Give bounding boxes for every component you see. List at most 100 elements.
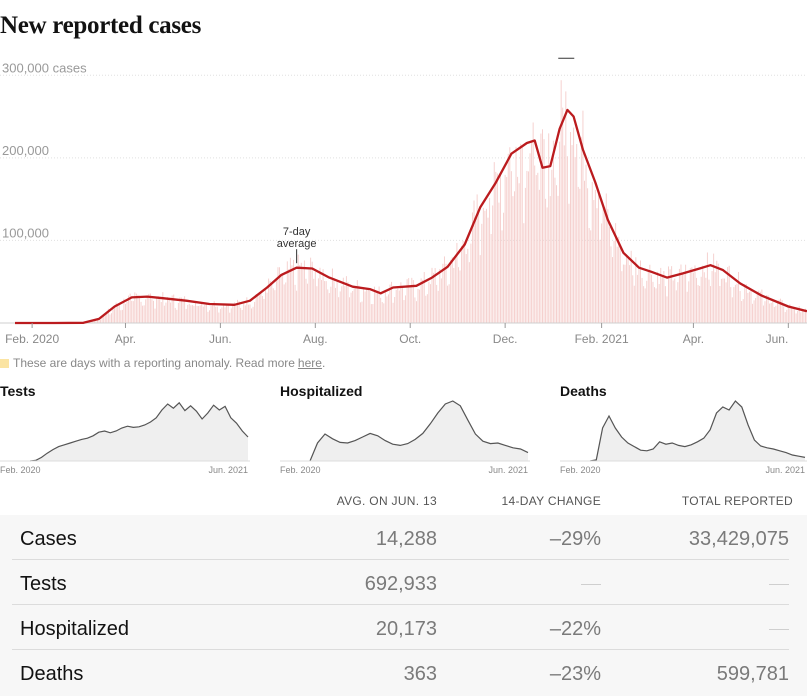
daily-bar <box>269 280 271 323</box>
daily-bar <box>445 263 447 323</box>
daily-bar <box>703 272 705 323</box>
daily-bar <box>333 278 335 323</box>
daily-bar <box>481 223 483 323</box>
daily-bar <box>720 278 722 323</box>
daily-bar <box>98 320 100 323</box>
daily-bar <box>725 282 727 323</box>
daily-bar <box>692 272 694 323</box>
daily-bar <box>685 264 687 323</box>
daily-bar <box>587 188 589 323</box>
daily-bar <box>389 284 391 323</box>
daily-bar <box>355 287 357 323</box>
daily-bar <box>527 171 529 323</box>
daily-bar <box>288 269 290 323</box>
daily-bar <box>543 139 545 323</box>
daily-bar <box>770 302 772 323</box>
daily-bar <box>471 212 473 323</box>
daily-bar <box>162 292 164 323</box>
row-total-empty <box>769 573 789 596</box>
row-change-empty <box>581 573 601 596</box>
daily-bar <box>268 278 270 323</box>
daily-bar <box>784 312 786 323</box>
daily-bar <box>736 283 738 323</box>
daily-bar <box>321 279 323 323</box>
daily-bar <box>461 245 463 323</box>
daily-bar <box>153 300 154 323</box>
daily-bar <box>417 289 419 323</box>
daily-bar <box>538 189 540 323</box>
daily-bar <box>775 305 777 323</box>
daily-bar <box>479 255 481 323</box>
daily-bar <box>549 196 551 323</box>
daily-bar <box>350 292 352 323</box>
daily-bar <box>487 217 489 323</box>
daily-bar <box>632 275 634 323</box>
daily-bar <box>691 267 693 323</box>
daily-bar <box>322 269 324 323</box>
daily-bar <box>759 291 761 323</box>
deaths-chart-title: Deaths <box>560 383 607 399</box>
daily-bar <box>475 218 477 323</box>
daily-bar <box>766 295 768 323</box>
daily-bar <box>713 253 715 323</box>
daily-bar <box>467 248 469 323</box>
daily-bar <box>624 264 626 323</box>
daily-bar <box>299 265 301 323</box>
daily-bar <box>694 265 696 323</box>
daily-bar <box>744 283 746 323</box>
daily-bar <box>415 301 417 323</box>
daily-bar <box>616 246 618 323</box>
daily-bar <box>783 306 785 323</box>
daily-bar <box>212 305 214 323</box>
mini-area <box>590 401 805 461</box>
daily-bar <box>636 274 638 323</box>
daily-bar <box>529 153 531 323</box>
daily-bar <box>598 193 599 323</box>
daily-bar <box>633 285 635 323</box>
daily-bar <box>423 272 425 323</box>
row-name: Hospitalized <box>20 618 129 640</box>
daily-bar <box>573 127 575 324</box>
y-tick-label: 100,000 <box>2 225 49 240</box>
daily-bar <box>361 301 363 323</box>
table-row-deaths: Deaths 363 –23% 599,781 <box>0 650 807 695</box>
daily-bar <box>797 310 799 323</box>
daily-bar <box>437 290 439 323</box>
daily-bar <box>302 269 304 323</box>
daily-bar <box>282 273 284 323</box>
daily-bar <box>227 304 229 323</box>
daily-bar <box>271 282 273 323</box>
daily-bar <box>243 303 245 323</box>
daily-bar <box>534 165 536 323</box>
daily-bar <box>134 292 136 323</box>
daily-bar <box>492 205 494 323</box>
daily-bar <box>601 223 603 323</box>
daily-bar <box>594 189 596 323</box>
daily-bar <box>719 285 721 323</box>
x-tick-label: Feb. 2020 <box>5 332 59 346</box>
daily-bar <box>776 300 778 323</box>
seven-day-average-line <box>15 108 807 325</box>
daily-bar <box>591 182 593 323</box>
daily-bar <box>112 307 114 323</box>
daily-bar <box>658 283 660 323</box>
daily-bar <box>675 290 677 323</box>
daily-bar <box>160 302 162 323</box>
daily-bar <box>741 301 743 323</box>
daily-bar <box>447 285 449 323</box>
daily-bar <box>682 274 683 323</box>
table-row-tests: Tests 692,933 <box>0 560 807 605</box>
read-more-link[interactable]: here <box>297 356 322 370</box>
daily-bar <box>431 267 433 323</box>
daily-bar <box>716 260 718 323</box>
daily-bar <box>305 278 307 323</box>
daily-bar <box>513 191 515 323</box>
daily-bar <box>506 176 508 323</box>
daily-bar <box>336 281 338 323</box>
daily-bar <box>635 257 637 323</box>
daily-bar <box>205 303 207 323</box>
daily-bar <box>328 293 330 323</box>
daily-bar <box>650 274 652 323</box>
daily-bar <box>657 271 659 323</box>
row-total: 599,781 <box>716 663 789 685</box>
